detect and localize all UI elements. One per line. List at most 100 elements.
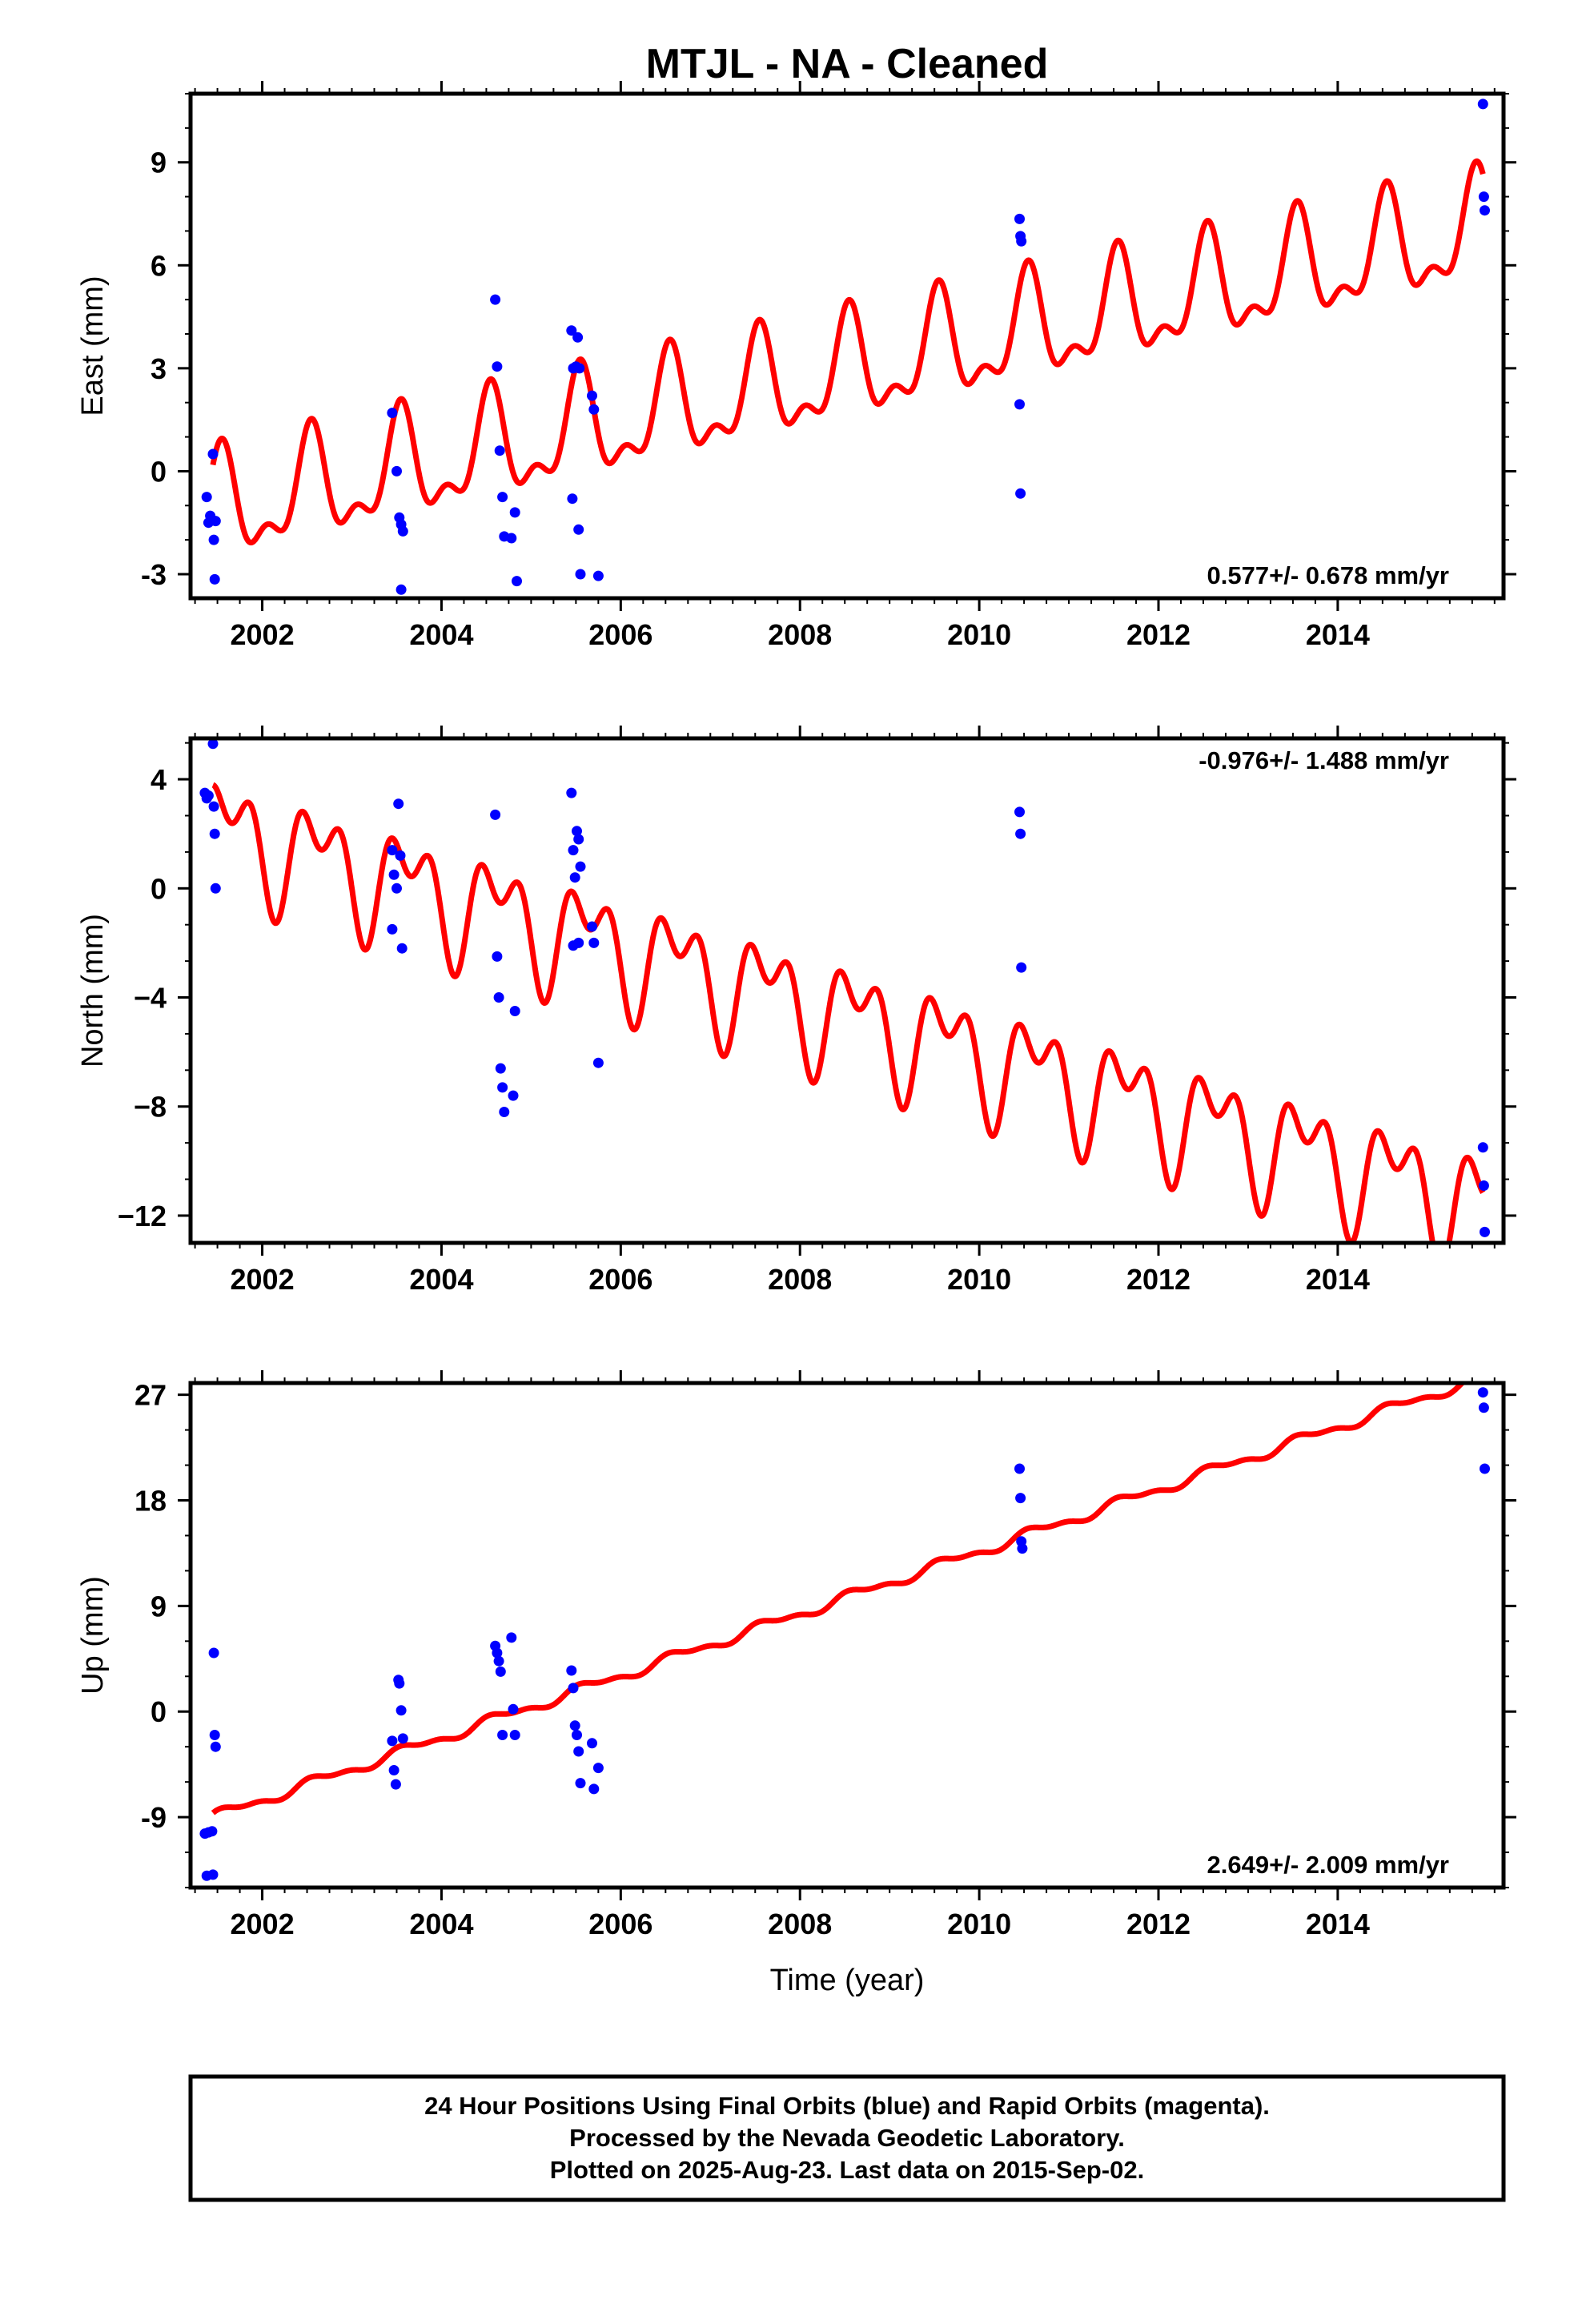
model-curve [211, 782, 1486, 1243]
footer-line-1: 24 Hour Positions Using Final Orbits (bl… [424, 2092, 1270, 2120]
data-point [208, 1647, 219, 1659]
data-point [568, 1683, 579, 1694]
data-point [573, 937, 584, 948]
y-axis-label: North (mm) [76, 914, 110, 1068]
x-tick-label: 2012 [1126, 618, 1191, 651]
data-point [1477, 1142, 1488, 1153]
data-point [569, 1720, 580, 1731]
panel-frame [188, 1381, 1506, 1890]
data-point [387, 845, 398, 856]
data-point [1477, 99, 1488, 110]
y-tick-label: −4 [134, 982, 167, 1015]
x-tick-label: 2006 [588, 1263, 652, 1296]
data-point [210, 1741, 221, 1752]
data-point [210, 516, 221, 527]
x-tick-label: 2008 [768, 1908, 832, 1940]
footer-box: 24 Hour Positions Using Final Orbits (bl… [188, 2074, 1506, 2202]
data-point [207, 1826, 218, 1837]
data-point [1480, 1463, 1490, 1474]
data-point [492, 361, 503, 372]
data-point [210, 883, 221, 894]
y-tick-label: -9 [141, 1801, 167, 1834]
y-tick-label: 0 [151, 1695, 167, 1728]
data-point [388, 869, 400, 880]
x-minor-ticks [185, 1377, 1509, 1893]
y-axis-label: East (mm) [76, 275, 110, 416]
data-point [588, 937, 600, 948]
x-tick-label: 2006 [588, 618, 652, 651]
data-point [208, 534, 219, 545]
data-point [587, 1738, 597, 1749]
y-tick-label: 6 [151, 249, 167, 282]
model-curve [210, 158, 1486, 546]
x-tick-label: 2014 [1306, 618, 1370, 651]
data-point [588, 404, 600, 415]
footer-line-3: Plotted on 2025-Aug-23. Last data on 201… [550, 2156, 1144, 2184]
data-point [506, 1632, 517, 1643]
data-point [588, 1783, 600, 1795]
x-tick-label: 2004 [409, 1908, 473, 1940]
rate-label: -0.976+/- 1.488 mm/yr [1199, 746, 1449, 774]
y-tick-label: 18 [135, 1485, 167, 1518]
data-point [568, 845, 579, 856]
data-point [1478, 191, 1489, 203]
data-point [397, 525, 408, 537]
x-tick-label: 2008 [768, 1263, 832, 1296]
x-tick-label: 2002 [231, 618, 295, 651]
data-point [1480, 205, 1490, 216]
panel-frame [188, 736, 1506, 1245]
up-panel: 2002 2004 2006 2008 2010 2012 2014 -9 0 9 18 27 Up (… [76, 1370, 1516, 1997]
data-point [387, 1735, 398, 1747]
y-tick-label: 27 [135, 1379, 167, 1412]
data-point [508, 1703, 519, 1715]
y-tick-label: 4 [151, 763, 167, 796]
data-point [209, 828, 220, 839]
data-point [573, 834, 584, 845]
y-tick-label: −8 [134, 1091, 167, 1124]
data-point [1015, 828, 1026, 839]
data-point [209, 573, 220, 585]
data-point [490, 294, 501, 305]
data-point [509, 1730, 520, 1740]
data-point [499, 1107, 510, 1117]
data-point [396, 584, 407, 595]
data-point [492, 951, 503, 962]
data-point [509, 1006, 520, 1016]
data-point [396, 1705, 407, 1716]
y-tick-label: −12 [118, 1200, 167, 1232]
data-point [387, 408, 398, 419]
x-tick-label: 2014 [1306, 1908, 1370, 1940]
data-point [508, 1090, 519, 1101]
data-point [509, 507, 520, 518]
data-point [569, 872, 580, 883]
data-point [207, 448, 219, 460]
x-tick-label: 2002 [231, 1263, 295, 1296]
x-tick-label: 2002 [231, 1908, 295, 1940]
data-point [566, 325, 577, 336]
data-point [1017, 1543, 1028, 1554]
footer-line-2: Processed by the Nevada Geodetic Laborat… [569, 2124, 1125, 2152]
data-point [1014, 806, 1025, 818]
data-point [1016, 235, 1027, 247]
data-point [209, 1730, 220, 1740]
x-tick-label: 2008 [768, 618, 832, 651]
data-point [207, 1869, 219, 1880]
data-point [587, 390, 597, 401]
y-tick-label: 3 [151, 352, 167, 385]
rate-label: 2.649+/- 2.009 mm/yr [1207, 1851, 1449, 1879]
x-tick-label: 2010 [947, 1908, 1011, 1940]
x-axis-label: Time (year) [770, 1964, 925, 1997]
data-point [494, 445, 505, 456]
data-point [497, 492, 508, 503]
y-tick-label: 0 [151, 872, 167, 905]
data-point [207, 738, 219, 750]
data-point [390, 1779, 401, 1790]
data-point [201, 492, 212, 503]
data-point [1016, 962, 1027, 973]
x-tick-label: 2012 [1126, 1263, 1191, 1296]
x-tick-label: 2012 [1126, 1908, 1191, 1940]
x-tick-label: 2004 [409, 1263, 473, 1296]
x-minor-ticks [185, 88, 1509, 604]
data-point [506, 533, 517, 544]
model-curve [211, 1383, 1467, 1815]
